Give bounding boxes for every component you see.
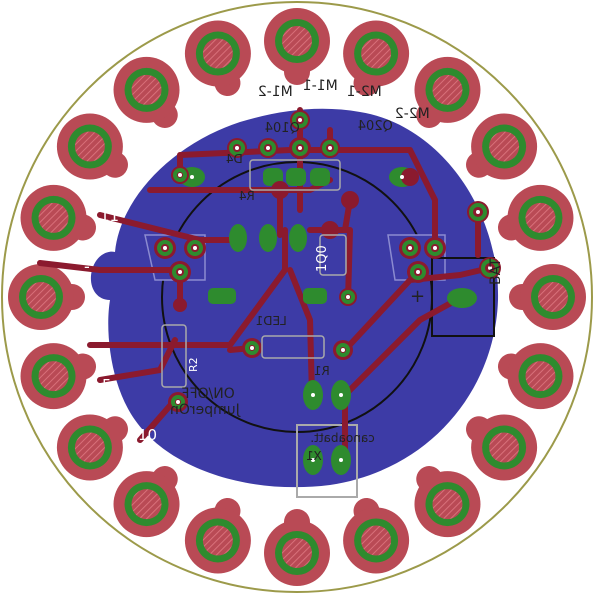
petal-pad: [20, 343, 97, 410]
petal-pad: [264, 509, 330, 586]
label-m2-2: M2-2: [395, 106, 430, 122]
label-q01: 1Q0: [315, 245, 330, 272]
label-q204: Q204: [358, 119, 393, 134]
petal-pad: [466, 113, 538, 180]
label-m2-1: M2-1: [347, 84, 382, 100]
petal-pad: [497, 184, 574, 251]
label-jumper: JumperOn: [170, 402, 241, 418]
petal-pad: [113, 56, 180, 128]
petal-pads: [8, 8, 586, 586]
petal-pad: [497, 343, 574, 410]
label-on-off: ON/OFF: [181, 386, 234, 402]
label-led1: LED1: [256, 314, 287, 328]
x1-outline: [296, 424, 358, 498]
petal-pad: [466, 414, 538, 481]
label-plus-right: +: [410, 286, 425, 307]
label-m1-2: M1-2: [258, 84, 293, 100]
petal-pad: [343, 20, 410, 97]
petal-pad: [113, 466, 180, 538]
petal-pad: [264, 8, 330, 85]
label-minus: -: [84, 257, 90, 276]
label-x1: X1: [306, 449, 322, 463]
component-pads: [154, 110, 501, 475]
petal-pad: [414, 56, 481, 128]
petal-pad: [184, 20, 251, 97]
label-pin3: 3: [133, 153, 143, 171]
petal-pad: [509, 264, 586, 330]
label-d4: D4: [226, 152, 243, 166]
petal-pad: [56, 414, 128, 481]
label-canoabatt: canoabatt.: [310, 431, 374, 445]
label-r1: R1: [314, 364, 330, 378]
label-q104: Q104: [265, 121, 300, 136]
ground-pour: [90, 108, 499, 488]
label-r2: R2: [187, 357, 200, 372]
label-pin10: 10: [138, 426, 157, 444]
petal-pad: [8, 264, 85, 330]
petal-pad: [343, 497, 410, 574]
label-r4: R4: [239, 189, 255, 203]
petal-pad: [184, 497, 251, 574]
petal-pad: [20, 184, 97, 251]
petal-pad: [56, 113, 128, 180]
label-pin11: 11: [100, 207, 119, 225]
mirrored-labels: M1-2 M1-1 M2-1 M2-2 Q104 Q204 R4 D4 LED1…: [170, 78, 430, 463]
label-pin5: 5: [102, 376, 112, 394]
petal-pad: [414, 466, 481, 538]
label-plus-left: +: [86, 318, 100, 338]
bat-connector-outline: [431, 257, 495, 337]
label-m1-1: M1-1: [303, 78, 338, 94]
label-bat: BAT: [488, 258, 504, 285]
